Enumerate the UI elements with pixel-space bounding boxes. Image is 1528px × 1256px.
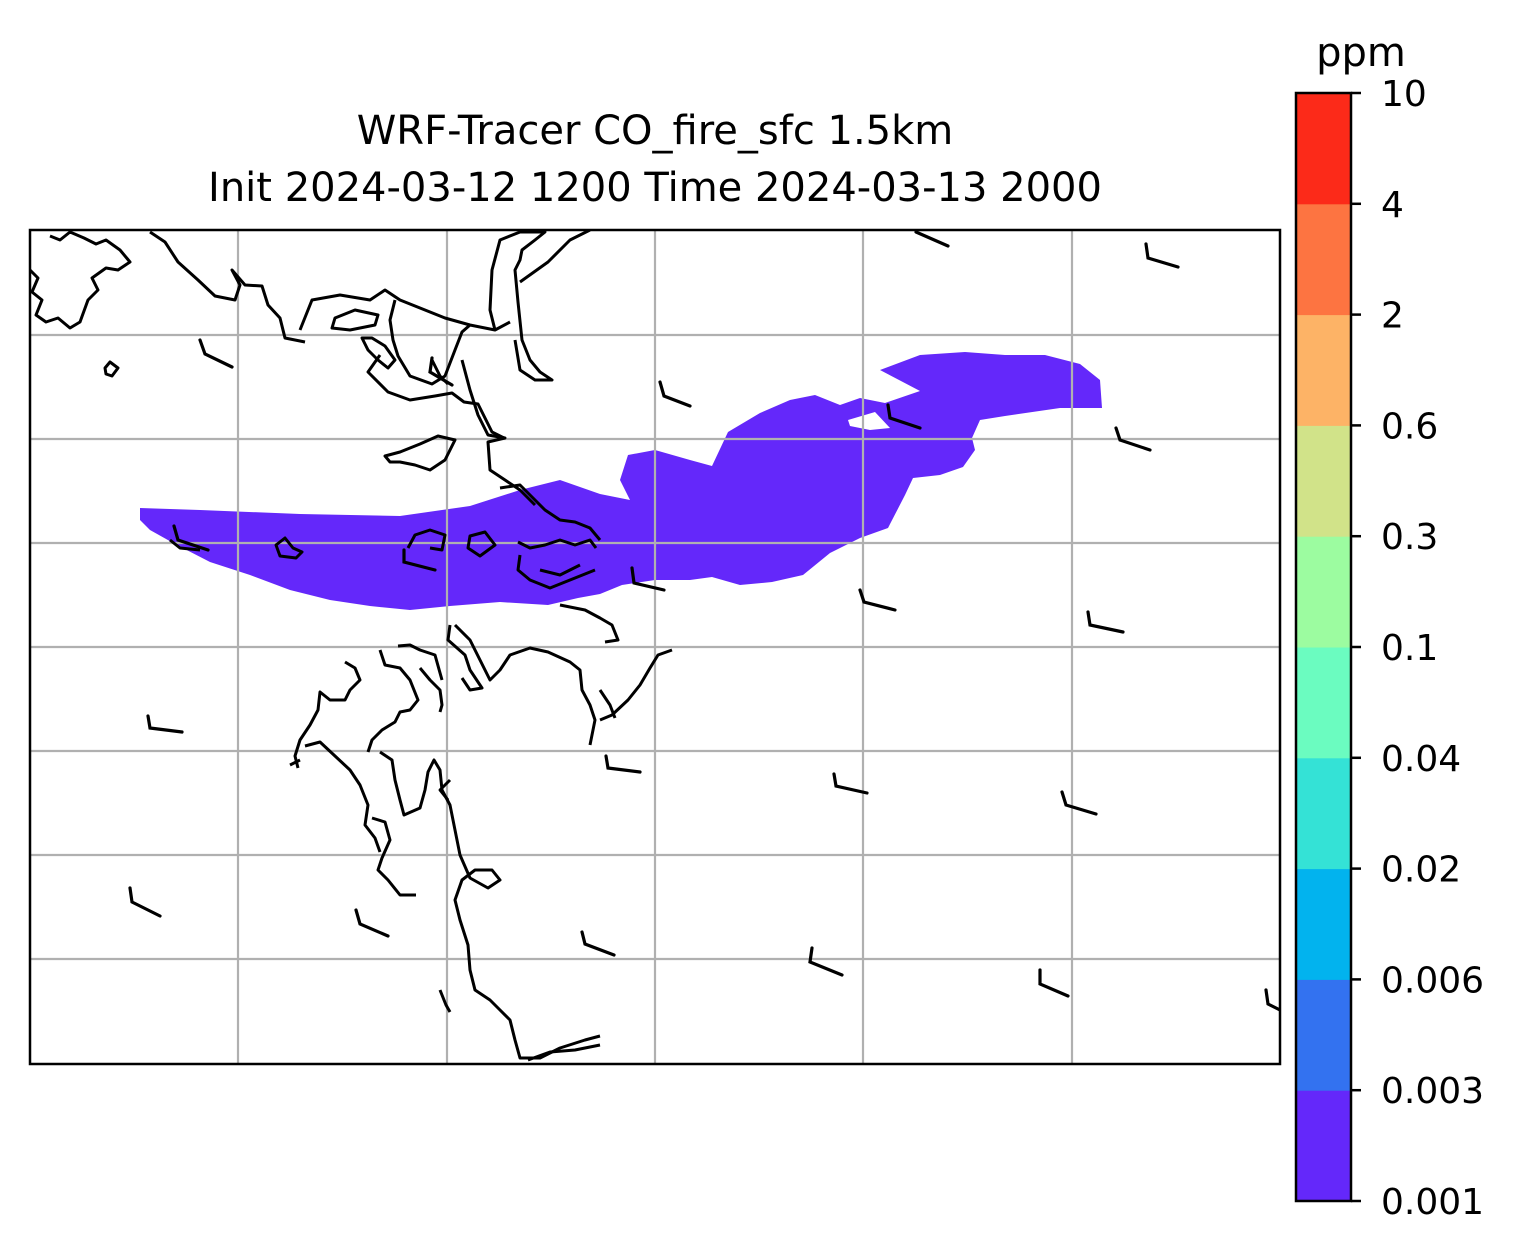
colorbar-tick-label: 0.006 xyxy=(1381,960,1484,1001)
map-frame xyxy=(28,228,1282,1066)
colorbar-tick-label: 0.04 xyxy=(1381,739,1461,780)
colorbar-tick-label: 4 xyxy=(1381,185,1404,226)
colorbar-tick-label: 10 xyxy=(1381,74,1427,115)
colorbar-segment xyxy=(1296,647,1351,759)
wind-barbs xyxy=(128,230,1280,1012)
colorbar-tick-label: 0.6 xyxy=(1381,406,1438,447)
colorbar-tick-label: 0.3 xyxy=(1381,517,1438,558)
co-plume xyxy=(140,352,1102,610)
map-area xyxy=(30,230,1280,1064)
map-title: WRF-Tracer CO_fire_sfc 1.5km xyxy=(356,108,954,154)
colorbar-segment xyxy=(1296,425,1351,537)
colorbar-tick-label: 0.001 xyxy=(1381,1182,1484,1223)
colorbar-segment xyxy=(1296,93,1351,205)
colorbar-tick-label: 0.02 xyxy=(1381,850,1461,891)
colorbar-segment xyxy=(1296,979,1351,1091)
colorbar-segment xyxy=(1296,757,1351,870)
colorbar-segment xyxy=(1296,203,1351,316)
colorbar-tick-label: 0.003 xyxy=(1381,1071,1484,1112)
colorbar-segment xyxy=(1296,1090,1351,1202)
colorbar-segment xyxy=(1296,314,1351,426)
colorbar-tick-label: 2 xyxy=(1381,296,1404,337)
colorbar-segment xyxy=(1296,868,1351,980)
colorbar-units-label: ppm xyxy=(1316,30,1406,76)
colorbar-tick-label: 0.1 xyxy=(1381,628,1438,669)
coastlines xyxy=(30,230,673,1062)
gridlines xyxy=(30,230,1280,1064)
colorbar: 0.001 0.003 0.006 0.02 0.04 0.1 0.3 0.6 2 4 10 xyxy=(1294,74,1484,1223)
colorbar-segment xyxy=(1296,536,1351,648)
map-subtitle: Init 2024-03-12 1200 Time 2024-03-13 200… xyxy=(208,165,1102,211)
